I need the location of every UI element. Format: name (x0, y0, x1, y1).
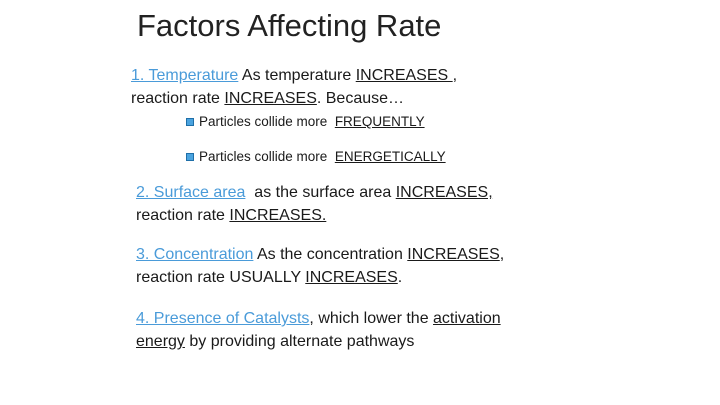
emphasis-text: energy (136, 333, 185, 350)
bullet-text: Particles collide more (199, 149, 332, 164)
factor-surface-area-line2: reaction rate INCREASES. (136, 204, 493, 227)
factor-catalysts-line2: energy by providing alternate pathways (136, 330, 501, 353)
factor-text: reaction rate (136, 207, 230, 224)
square-bullet-icon (186, 153, 194, 161)
factor-catalysts: 4. Presence of Catalysts, which lower th… (136, 307, 501, 353)
temperature-link[interactable]: 1. Temperature (131, 67, 239, 84)
factor-text: , (499, 246, 505, 263)
emphasis-text: INCREASES (305, 269, 398, 286)
surface-area-link[interactable]: 2. Surface area (136, 184, 246, 201)
bullet-item-energetically: Particles collide more ENERGETICALLY (186, 148, 446, 166)
concentration-link[interactable]: 3. Concentration (136, 246, 254, 263)
factor-text: , which lower the (309, 310, 434, 327)
factor-surface-area: 2. Surface area as the surface area INCR… (136, 181, 493, 227)
factor-catalysts-line1: 4. Presence of Catalysts, which lower th… (136, 307, 501, 330)
emphasis-text: activation (433, 310, 501, 327)
factor-temperature: 1. Temperature As temperature INCREASES … (131, 64, 457, 110)
factor-text: , (452, 67, 458, 84)
emphasis-text: INCREASES (407, 246, 500, 263)
factor-text: by providing alternate pathways (184, 333, 415, 350)
factor-surface-area-line1: 2. Surface area as the surface area INCR… (136, 181, 493, 204)
square-bullet-icon (186, 118, 194, 126)
emphasis-text: INCREASES (224, 90, 317, 107)
factor-concentration-line1: 3. Concentration As the concentration IN… (136, 243, 504, 266)
factor-concentration: 3. Concentration As the concentration IN… (136, 243, 504, 289)
bullet-item-frequently: Particles collide more FREQUENTLY (186, 113, 425, 131)
factor-temperature-line1: 1. Temperature As temperature INCREASES … (131, 64, 457, 87)
factor-text: . (397, 269, 403, 286)
catalysts-link[interactable]: 4. Presence of Catalysts (136, 310, 310, 327)
factor-text: As the concentration (253, 246, 408, 263)
factor-concentration-line2: reaction rate USUALLY INCREASES. (136, 266, 504, 289)
emphasis-text: INCREASES, (395, 184, 493, 201)
emphasis-text: ENERGETICALLY (334, 149, 446, 164)
factor-text: reaction rate (131, 90, 225, 107)
factor-temperature-line2: reaction rate INCREASES. Because… (131, 87, 457, 110)
slide-title: Factors Affecting Rate (137, 8, 442, 43)
factor-text: reaction rate USUALLY (136, 269, 306, 286)
bullet-text: Particles collide more (199, 114, 332, 129)
emphasis-text: INCREASES. (229, 207, 327, 224)
emphasis-text: FREQUENTLY (334, 114, 425, 129)
emphasis-text: INCREASES (355, 67, 453, 84)
factor-text: . Because… (316, 90, 405, 107)
factor-text: As temperature (238, 67, 356, 84)
factor-text: as the surface area (245, 184, 396, 201)
